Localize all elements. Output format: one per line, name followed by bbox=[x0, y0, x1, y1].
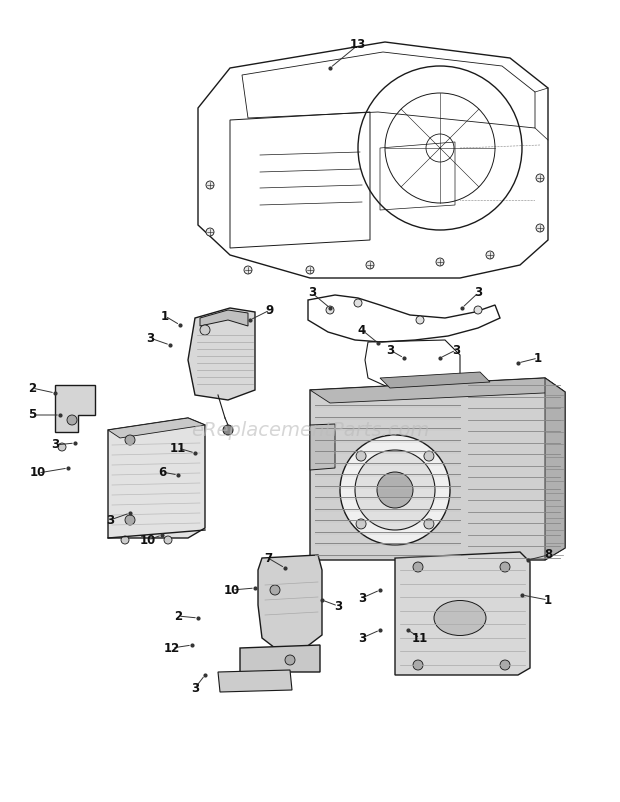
Text: 2: 2 bbox=[28, 382, 36, 395]
Text: 8: 8 bbox=[544, 549, 552, 561]
Polygon shape bbox=[188, 308, 255, 400]
Circle shape bbox=[500, 562, 510, 572]
Circle shape bbox=[244, 266, 252, 274]
Text: 12: 12 bbox=[164, 642, 180, 654]
Text: 3: 3 bbox=[51, 439, 59, 452]
Text: 10: 10 bbox=[30, 467, 46, 480]
Polygon shape bbox=[545, 378, 565, 560]
Polygon shape bbox=[310, 424, 335, 470]
Text: 1: 1 bbox=[161, 310, 169, 322]
Circle shape bbox=[67, 415, 77, 425]
Circle shape bbox=[356, 519, 366, 529]
Circle shape bbox=[164, 536, 172, 544]
Text: 3: 3 bbox=[146, 331, 154, 345]
Circle shape bbox=[424, 451, 434, 461]
Text: 11: 11 bbox=[170, 441, 186, 455]
Text: 3: 3 bbox=[452, 343, 460, 357]
Text: 3: 3 bbox=[191, 682, 199, 695]
Polygon shape bbox=[310, 378, 565, 560]
Circle shape bbox=[326, 306, 334, 314]
Text: 1: 1 bbox=[544, 593, 552, 606]
Text: 3: 3 bbox=[358, 631, 366, 645]
Circle shape bbox=[416, 316, 424, 324]
Circle shape bbox=[377, 472, 413, 508]
Ellipse shape bbox=[434, 601, 486, 635]
Circle shape bbox=[424, 519, 434, 529]
Text: 3: 3 bbox=[474, 286, 482, 299]
Text: eReplacementParts.com: eReplacementParts.com bbox=[191, 420, 429, 439]
Circle shape bbox=[340, 435, 450, 545]
Text: 3: 3 bbox=[358, 592, 366, 605]
Text: 9: 9 bbox=[266, 303, 274, 317]
Text: 4: 4 bbox=[358, 323, 366, 337]
Polygon shape bbox=[55, 385, 95, 432]
Text: 10: 10 bbox=[224, 584, 240, 597]
Text: 3: 3 bbox=[334, 600, 342, 613]
Circle shape bbox=[366, 261, 374, 269]
Circle shape bbox=[125, 435, 135, 445]
Polygon shape bbox=[200, 310, 248, 326]
Circle shape bbox=[436, 258, 444, 266]
Text: 7: 7 bbox=[264, 552, 272, 565]
Circle shape bbox=[285, 655, 295, 665]
Circle shape bbox=[125, 515, 135, 525]
Polygon shape bbox=[240, 645, 320, 672]
Text: 2: 2 bbox=[174, 610, 182, 622]
Text: 3: 3 bbox=[386, 343, 394, 357]
Text: 6: 6 bbox=[158, 465, 166, 479]
Polygon shape bbox=[310, 378, 565, 403]
Circle shape bbox=[413, 562, 423, 572]
Text: 1: 1 bbox=[534, 351, 542, 364]
Circle shape bbox=[306, 266, 314, 274]
Text: 10: 10 bbox=[140, 533, 156, 546]
Circle shape bbox=[486, 251, 494, 259]
Text: 3: 3 bbox=[308, 286, 316, 299]
Circle shape bbox=[206, 181, 214, 189]
Text: 5: 5 bbox=[28, 408, 36, 422]
Circle shape bbox=[270, 585, 280, 595]
Circle shape bbox=[474, 306, 482, 314]
Circle shape bbox=[206, 228, 214, 236]
Text: 13: 13 bbox=[350, 38, 366, 51]
Circle shape bbox=[223, 425, 233, 435]
Circle shape bbox=[58, 443, 66, 451]
Polygon shape bbox=[218, 670, 292, 692]
Circle shape bbox=[536, 174, 544, 182]
Polygon shape bbox=[108, 418, 205, 538]
Circle shape bbox=[354, 299, 362, 307]
Polygon shape bbox=[258, 555, 322, 648]
Circle shape bbox=[536, 224, 544, 232]
Circle shape bbox=[121, 536, 129, 544]
Circle shape bbox=[355, 450, 435, 530]
Circle shape bbox=[500, 660, 510, 670]
Text: 11: 11 bbox=[412, 631, 428, 645]
Circle shape bbox=[413, 660, 423, 670]
Polygon shape bbox=[108, 418, 205, 438]
Polygon shape bbox=[380, 372, 490, 388]
Circle shape bbox=[356, 451, 366, 461]
Text: 3: 3 bbox=[106, 513, 114, 526]
Circle shape bbox=[200, 325, 210, 335]
Polygon shape bbox=[395, 552, 530, 675]
